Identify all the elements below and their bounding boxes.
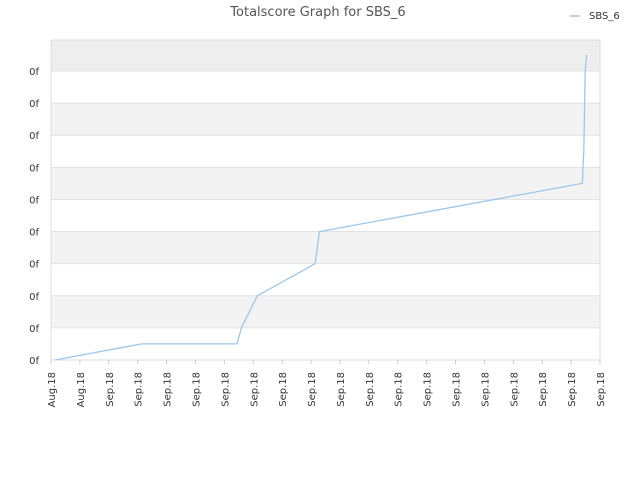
grid-band xyxy=(51,327,600,360)
x-tick-label: Sep.18 xyxy=(567,372,578,407)
grid-band xyxy=(51,167,600,200)
y-tick-label: 0f xyxy=(29,163,39,174)
x-tick-label: Sep.18 xyxy=(191,372,202,407)
x-tick-label: Sep.18 xyxy=(452,372,463,407)
legend-label-sbs-6: SBS_6 xyxy=(589,11,620,22)
grid-band xyxy=(51,295,600,328)
y-tick-label: 0f xyxy=(29,292,39,303)
x-tick-label: Sep.18 xyxy=(336,372,347,407)
x-tick-label: Sep.18 xyxy=(278,372,289,407)
x-tick-label: Sep.18 xyxy=(596,372,607,407)
x-tick-label: Sep.18 xyxy=(538,372,549,407)
grid-lines xyxy=(50,39,601,361)
x-tick-label: Sep.18 xyxy=(105,372,116,407)
chart-title: Totalscore Graph for SBS_6 xyxy=(229,5,405,20)
grid-bands xyxy=(51,40,600,360)
x-tick-label: Sep.18 xyxy=(509,372,520,407)
series-line-sbs-6 xyxy=(54,54,588,361)
grid-band xyxy=(51,103,600,136)
grid-band xyxy=(51,135,600,168)
x-tick-label: Sep.18 xyxy=(220,372,231,407)
x-tick-label: Aug.18 xyxy=(76,372,87,407)
grid-band xyxy=(51,199,600,232)
x-tick-label: Sep.18 xyxy=(480,372,491,407)
plot-frame xyxy=(50,39,601,361)
grid-band xyxy=(51,71,600,104)
y-tick-label: 0f xyxy=(29,195,39,206)
grid-band xyxy=(51,231,600,264)
y-tick-label: 0f xyxy=(29,67,39,78)
x-tick-label: Aug.18 xyxy=(47,372,58,407)
grid-band xyxy=(51,263,600,296)
grid-band-top xyxy=(51,40,600,71)
y-tick-label: 0f xyxy=(29,131,39,142)
x-axis-tick-labels: Aug.18 Aug.18 Sep.18 Sep.18 Sep.18 Sep.18 Sep.… xyxy=(47,360,607,407)
x-tick-label: Sep.18 xyxy=(365,372,376,407)
x-tick-label: Sep.18 xyxy=(394,372,405,407)
y-tick-label: 0f xyxy=(29,99,39,110)
y-tick-label: 0f xyxy=(29,260,39,271)
x-tick-label: Sep.18 xyxy=(423,372,434,407)
x-tick-label: Sep.18 xyxy=(134,372,145,407)
y-tick-label: 0f xyxy=(29,356,39,367)
y-tick-label: 0f xyxy=(29,228,39,239)
legend: SBS_6 xyxy=(570,11,620,22)
x-tick-label: Sep.18 xyxy=(307,372,318,407)
y-tick-label: 0f xyxy=(29,324,39,335)
series-layer xyxy=(54,54,588,361)
y-axis-tick-labels: 0f 0f 0f 0f 0f 0f 0f 0f 0f 0f xyxy=(29,67,39,367)
x-tick-label: Sep.18 xyxy=(249,372,260,407)
x-tick-label: Sep.18 xyxy=(163,372,174,407)
